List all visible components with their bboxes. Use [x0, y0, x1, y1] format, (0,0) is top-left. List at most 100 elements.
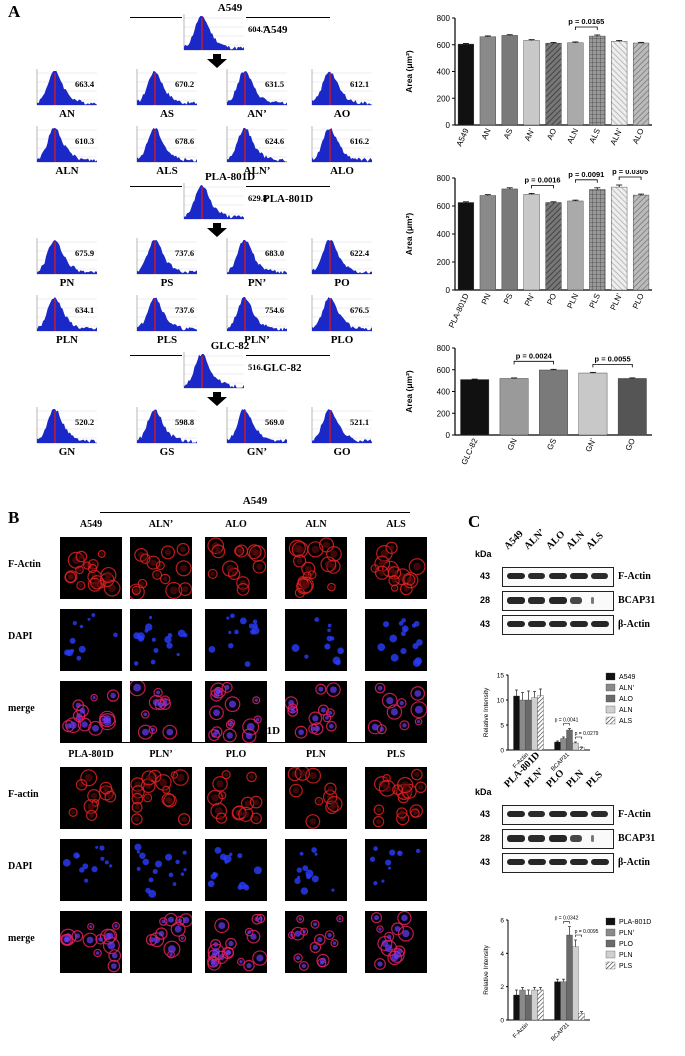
blot-band: [570, 573, 588, 579]
kda-value: 43: [480, 809, 491, 819]
bar: [501, 35, 518, 126]
bar: [479, 36, 496, 126]
p-value-label: p = 0.0095: [575, 929, 599, 935]
blot-band: [528, 573, 545, 579]
kda-value: 43: [480, 857, 491, 867]
histogram-plot: [225, 236, 289, 276]
legend-label: ALO: [619, 696, 634, 703]
blot-strip: [502, 853, 614, 873]
significance-bracket: [575, 934, 582, 937]
x-tick-label: PS: [502, 292, 515, 305]
dapi-image: [285, 839, 347, 901]
factin-image: [130, 537, 192, 599]
merge-image: [130, 911, 192, 973]
bar: [560, 981, 567, 1021]
legend-label: ALS: [619, 718, 633, 725]
panel-letter-b: B: [8, 508, 20, 527]
histogram-label: GS: [159, 446, 175, 458]
histogram-label: ALS: [156, 165, 178, 177]
blot-label: β-Actin: [618, 857, 650, 868]
dapi-image: [60, 839, 122, 901]
legend-label: PLN’: [619, 930, 635, 937]
bar: [537, 989, 544, 1021]
blot-band: [591, 573, 608, 579]
blot-band: [528, 811, 545, 817]
section-rule: [100, 512, 410, 513]
lane-label: ALN’: [522, 526, 548, 552]
y-tick-label: 200: [437, 94, 451, 103]
y-tick-label: 800: [437, 14, 451, 23]
histogram-value: 675.9: [75, 248, 95, 258]
bar: [566, 934, 573, 1021]
histogram-value: 634.1: [75, 305, 95, 315]
row-label: merge: [8, 933, 35, 944]
bar: [525, 994, 532, 1021]
bar: [539, 369, 568, 436]
merge-image: [130, 681, 192, 743]
x-tick-label: PLO: [631, 292, 646, 310]
y-tick-label: 800: [437, 174, 451, 183]
bar: [523, 40, 540, 126]
bar: [513, 695, 520, 751]
bar: [523, 194, 540, 291]
x-tick-label: AO: [545, 127, 558, 141]
section-title-a549: A549: [217, 2, 243, 14]
merge-image: [365, 681, 427, 743]
histogram-plot: [182, 350, 246, 390]
column-label: PLO: [225, 749, 247, 760]
y-tick-label: 400: [437, 388, 451, 397]
bar: [501, 188, 518, 291]
histogram-value: 521.1: [350, 417, 370, 427]
histogram-plot: [182, 181, 246, 221]
column-label: PLN’: [149, 749, 173, 760]
section-title-pla: PLA-801D: [204, 171, 256, 183]
blot-band: [528, 859, 546, 865]
lane-label: ALS: [584, 530, 606, 552]
histogram-value: 737.6: [175, 305, 195, 315]
histogram-plot: [225, 124, 289, 164]
x-tick-label: PLN’: [608, 292, 624, 312]
bar: [578, 372, 608, 436]
histogram-value: 683.0: [265, 248, 285, 258]
histogram-value: 516.1: [248, 362, 268, 372]
y-tick-label: 0: [500, 1018, 504, 1025]
histogram-value: 631.5: [265, 79, 285, 89]
histogram-value: 598.8: [175, 417, 195, 427]
histogram-value: 754.6: [265, 305, 285, 315]
blot-band: [507, 621, 525, 627]
down-arrow-icon: [207, 223, 227, 242]
histogram-label: PLA-801D: [263, 193, 314, 205]
histogram-value: 737.6: [175, 248, 195, 258]
bar: [578, 747, 585, 751]
blot-band: [591, 597, 594, 604]
x-tick-label: PLA-801D: [447, 292, 471, 329]
factin-image: [60, 767, 122, 829]
legend-swatch: [605, 716, 616, 725]
histogram-plot: [310, 236, 374, 276]
column-label: A549: [79, 519, 103, 530]
histogram-value: 624.6: [265, 136, 285, 146]
blot-band: [570, 835, 582, 842]
blot-band: [528, 597, 545, 604]
y-tick-label: 800: [437, 344, 451, 353]
merge-image: [205, 681, 267, 743]
bar: [566, 729, 573, 751]
legend-swatch: [605, 672, 616, 681]
legend-label: ALN’: [619, 685, 635, 692]
x-tick-label: F-Actin: [512, 1022, 530, 1040]
blot-band: [507, 573, 525, 579]
bar: [513, 994, 520, 1021]
legend-label: ALN: [619, 707, 633, 714]
section-title-glc: GLC-82: [210, 340, 250, 352]
blot-band: [549, 859, 567, 865]
histogram-plot: [35, 236, 99, 276]
intensity-chart-pla: 0 2 4 6 Relative Intensity F-Actin BCAP31 p = 0…: [483, 916, 651, 1043]
legend-swatch: [605, 939, 616, 948]
blot-band: [528, 835, 545, 842]
bar: [567, 200, 584, 291]
blot-band: [507, 859, 525, 865]
kda-value: 28: [480, 833, 491, 843]
histogram-label: AS: [159, 108, 175, 120]
histogram-label: GO: [333, 446, 351, 458]
